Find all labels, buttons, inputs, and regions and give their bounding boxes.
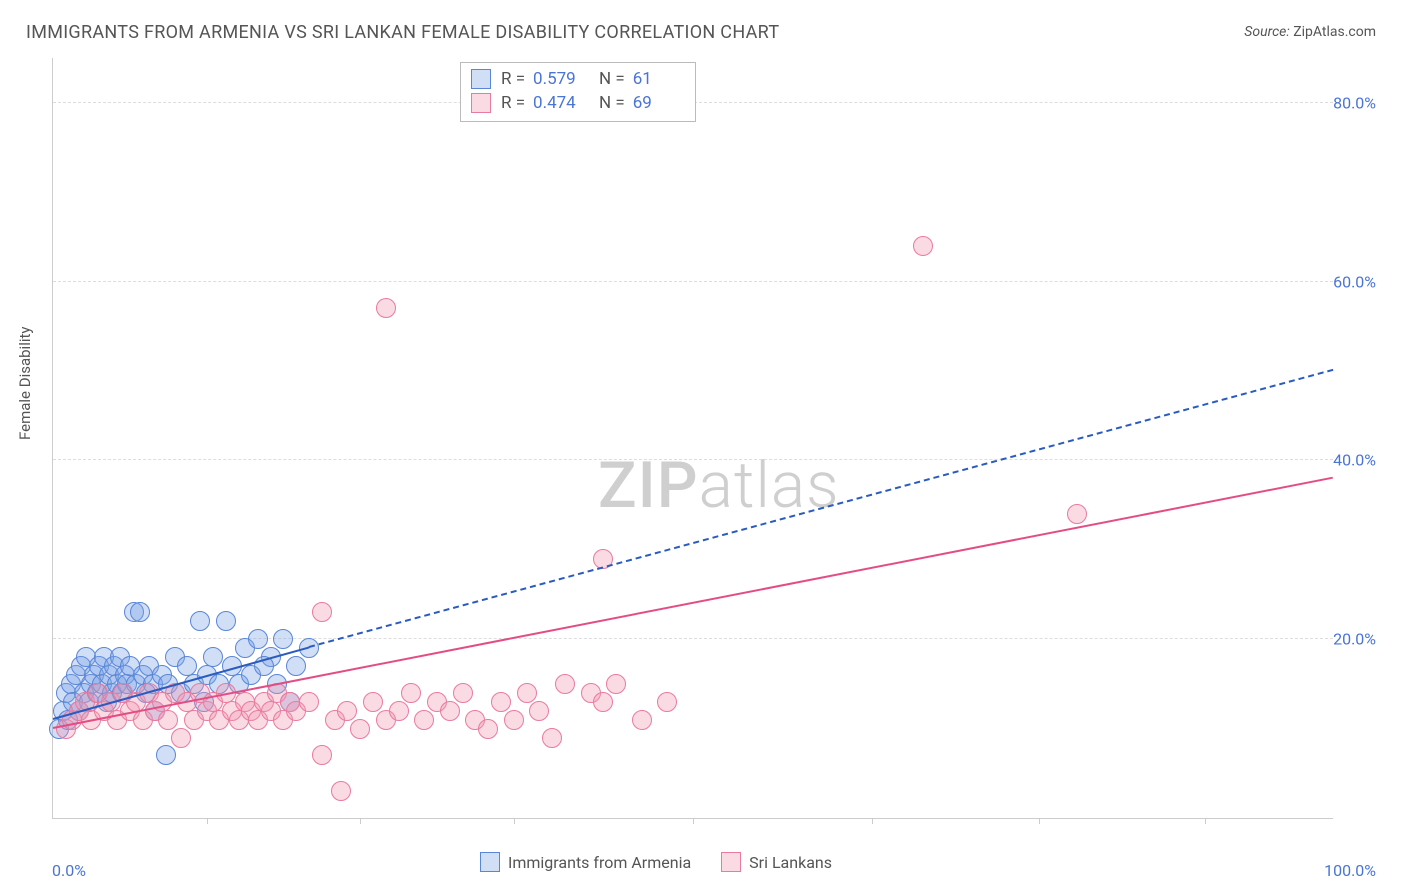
series-legend: Immigrants from Armenia Sri Lankans: [480, 852, 832, 872]
data-point: [401, 683, 421, 703]
data-point: [299, 692, 319, 712]
data-point: [363, 692, 383, 712]
x-tick-mark: [514, 818, 515, 824]
x-tick-min: 0.0%: [52, 861, 86, 880]
data-point: [130, 602, 150, 622]
data-point: [504, 710, 524, 730]
data-point: [376, 298, 396, 318]
data-point: [529, 701, 549, 721]
x-tick-mark: [207, 818, 208, 824]
data-point: [286, 656, 306, 676]
data-point: [203, 647, 223, 667]
data-point: [350, 719, 370, 739]
x-tick-mark: [1039, 818, 1040, 824]
source-label: Source:: [1244, 24, 1289, 40]
data-point: [542, 728, 562, 748]
r-value-1: 0.579: [533, 69, 585, 89]
x-tick-mark: [693, 818, 694, 824]
x-tick-mark: [1205, 818, 1206, 824]
r-label-1: R =: [501, 69, 525, 89]
legend-swatch-bottom-1: [480, 852, 500, 872]
data-point: [606, 674, 626, 694]
legend-row-series-1: R = 0.579 N = 61: [471, 67, 685, 91]
legend-swatch-2: [471, 93, 491, 113]
data-point: [331, 781, 351, 801]
data-point: [657, 692, 677, 712]
data-point: [478, 719, 498, 739]
data-point: [190, 611, 210, 631]
r-value-2: 0.474: [533, 93, 585, 113]
data-point: [156, 745, 176, 765]
y-tick-label: 80.0%: [1333, 93, 1376, 112]
chart-title: IMMIGRANTS FROM ARMENIA VS SRI LANKAN FE…: [26, 22, 779, 43]
data-point: [453, 683, 473, 703]
r-label-2: R =: [501, 93, 525, 113]
x-tick-max: 100.0%: [1324, 861, 1376, 880]
source-attribution: Source: ZipAtlas.com: [1244, 24, 1376, 40]
data-point: [555, 674, 575, 694]
data-point: [389, 701, 409, 721]
data-point: [440, 701, 460, 721]
y-tick-label: 20.0%: [1333, 630, 1376, 649]
plot-area: ZIPatlas: [52, 58, 1333, 819]
correlation-legend: R = 0.579 N = 61 R = 0.474 N = 69: [460, 62, 696, 122]
y-axis-label: Female Disability: [16, 327, 34, 441]
data-point: [216, 611, 236, 631]
n-label-1: N =: [599, 69, 625, 89]
data-point: [273, 629, 293, 649]
n-value-1: 61: [633, 69, 685, 89]
n-label-2: N =: [599, 93, 625, 113]
data-point: [312, 602, 332, 622]
legend-item-2: Sri Lankans: [721, 852, 832, 872]
legend-label-2: Sri Lankans: [749, 853, 832, 872]
data-point: [913, 236, 933, 256]
data-point: [593, 692, 613, 712]
legend-item-1: Immigrants from Armenia: [480, 852, 691, 872]
data-point: [171, 728, 191, 748]
legend-label-1: Immigrants from Armenia: [508, 853, 691, 872]
data-point: [414, 710, 434, 730]
x-tick-mark: [360, 818, 361, 824]
source-value: ZipAtlas.com: [1293, 24, 1376, 40]
data-point: [337, 701, 357, 721]
y-tick-label: 60.0%: [1333, 272, 1376, 291]
n-value-2: 69: [633, 93, 685, 113]
legend-swatch-1: [471, 69, 491, 89]
data-point: [1067, 504, 1087, 524]
y-gridline: [53, 281, 1333, 282]
legend-row-series-2: R = 0.474 N = 69: [471, 91, 685, 115]
data-point: [248, 629, 268, 649]
y-tick-label: 40.0%: [1333, 451, 1376, 470]
data-point: [158, 710, 178, 730]
x-tick-mark: [872, 818, 873, 824]
data-point: [491, 692, 511, 712]
data-point: [517, 683, 537, 703]
y-gridline: [53, 459, 1333, 460]
legend-swatch-bottom-2: [721, 852, 741, 872]
data-point: [632, 710, 652, 730]
data-point: [312, 745, 332, 765]
